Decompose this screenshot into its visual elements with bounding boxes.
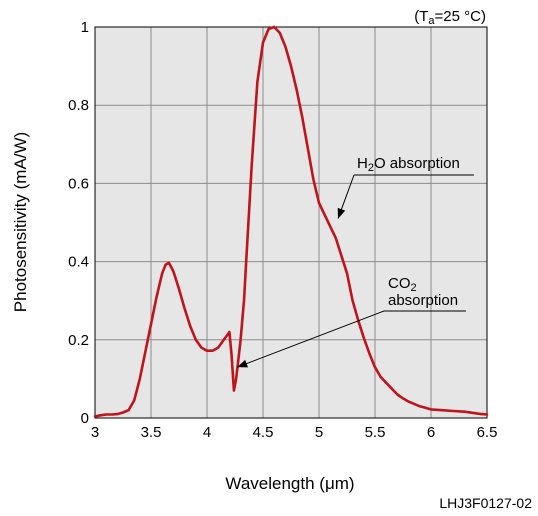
y-tick-label: 0 [81, 410, 89, 427]
annotation-h2o-main: H [357, 155, 368, 172]
x-tick-label: 5 [315, 424, 323, 441]
x-tick-label: 3 [91, 424, 99, 441]
condition-label: (Ta=25 °C) [414, 8, 486, 27]
grid-lines [95, 27, 487, 418]
plot-frame [94, 26, 488, 419]
series-line-0 [93, 25, 489, 418]
annotation-h2o: H2O absorption [337, 155, 474, 219]
condition-prefix: (T [414, 8, 428, 25]
annotation-h2o-sub: 2 [368, 162, 374, 174]
y-tick-label: 0.4 [68, 254, 89, 271]
x-tick-label: 5.5 [365, 424, 386, 441]
x-ticks: 3 3.5 4 4.5 5 5.5 6 6.5 [91, 424, 498, 441]
annotation-co2-arrow [237, 310, 385, 368]
annotation-co2: CO2 absorption [237, 275, 466, 368]
x-tick-label: 4.5 [253, 424, 274, 441]
x-tick-label: 6 [427, 424, 435, 441]
annotation-co2-main: CO [388, 275, 411, 292]
annotation-co2-arrowhead [237, 359, 249, 368]
condition-suffix: =25 °C) [435, 8, 486, 25]
y-tick-label: 0.6 [68, 175, 89, 192]
plot-area [95, 27, 487, 418]
series-layer [93, 25, 489, 418]
y-axis-title: Photosensitivity (mA/W) [11, 132, 30, 312]
x-tick-label: 3.5 [141, 424, 162, 441]
y-tick-label: 1 [81, 19, 89, 36]
x-axis-title: Wavelength (μm) [225, 474, 354, 493]
y-tick-label: 0.8 [68, 97, 89, 114]
annotation-h2o-label: H2O absorption [357, 155, 460, 174]
annotation-co2-sub: 2 [411, 282, 417, 294]
figure-code: LHJ3F0127-02 [439, 495, 532, 511]
y-tick-label: 0.2 [68, 332, 89, 349]
x-tick-label: 4 [203, 424, 211, 441]
y-ticks: 0 0.2 0.4 0.6 0.8 1 [68, 19, 89, 427]
annotation-co2-line1: CO2 [388, 275, 417, 294]
x-tick-label: 6.5 [477, 424, 498, 441]
annotation-h2o-arrowhead [337, 207, 346, 219]
annotation-co2-line2: absorption [388, 292, 458, 309]
annotation-h2o-rest: O absorption [374, 155, 460, 172]
condition-subscript: a [428, 15, 435, 27]
